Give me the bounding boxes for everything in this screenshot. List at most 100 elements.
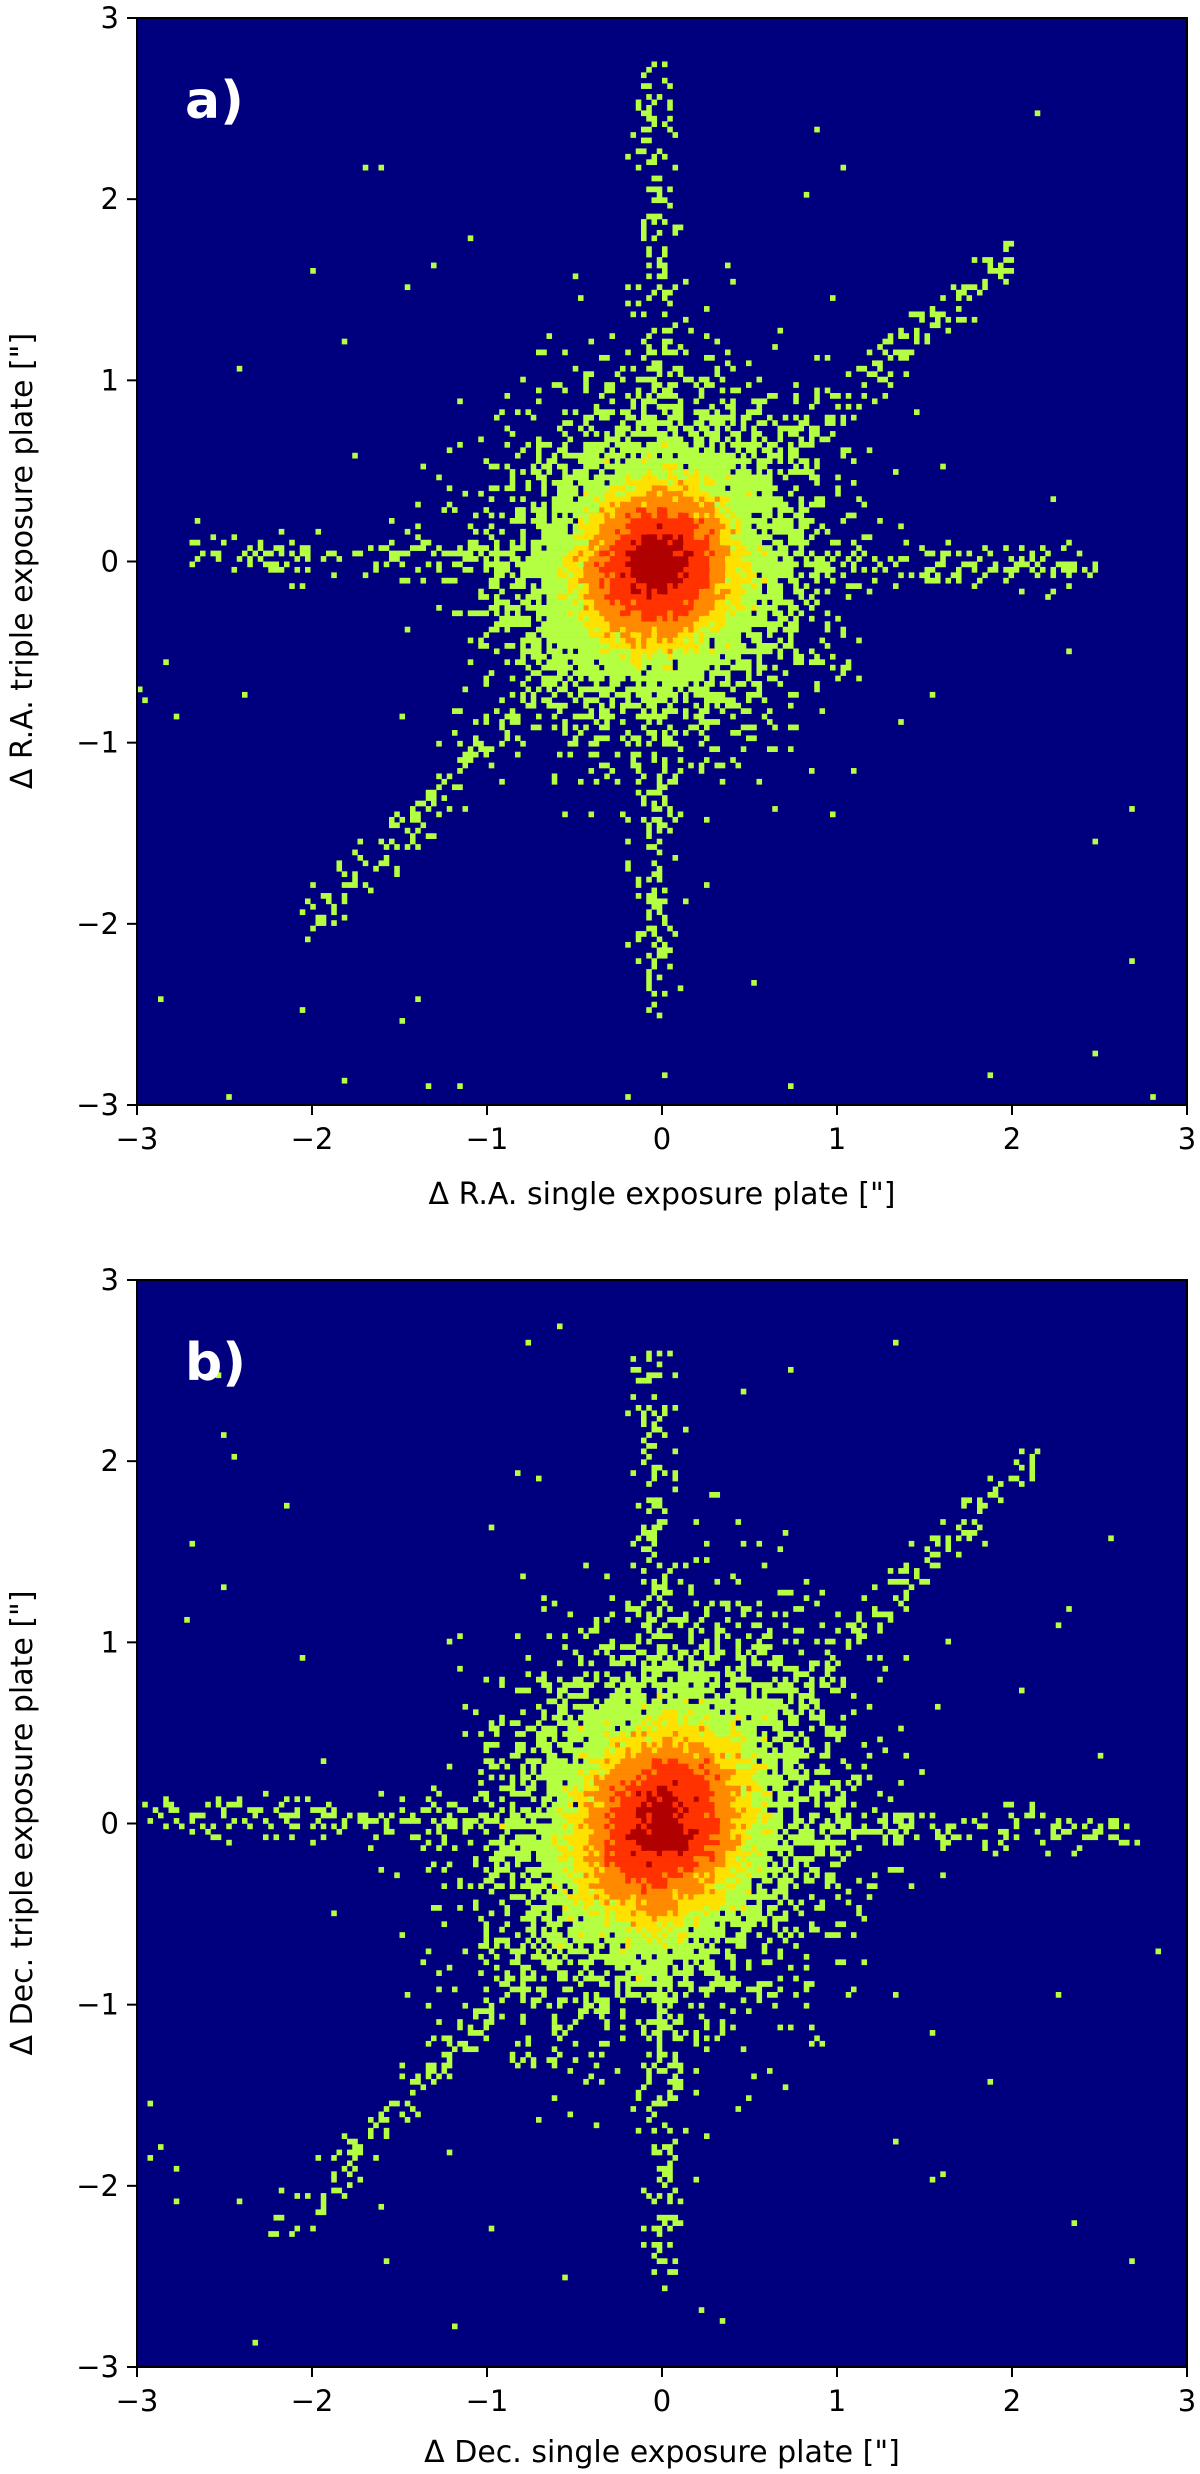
density-bin xyxy=(646,1741,652,1748)
density-bin xyxy=(709,653,715,660)
density-bin xyxy=(751,583,757,589)
density-bin xyxy=(341,871,348,878)
density-bin xyxy=(672,1703,679,1710)
density-bin xyxy=(714,1861,721,1868)
density-bin xyxy=(646,344,652,350)
density-bin xyxy=(651,1932,658,1938)
density-bin xyxy=(536,599,542,606)
density-bin xyxy=(557,507,563,513)
density-bin xyxy=(772,452,778,459)
density-bin xyxy=(662,219,668,225)
density-bin xyxy=(651,941,658,948)
density-bin xyxy=(635,441,642,448)
density-bin xyxy=(646,604,652,611)
density-bin xyxy=(641,594,647,600)
density-bin xyxy=(677,1807,684,1813)
density-bin xyxy=(541,479,547,486)
density-bin xyxy=(641,1888,647,1895)
density-bin xyxy=(646,583,652,589)
density-bin xyxy=(767,523,773,530)
density-bin xyxy=(578,621,584,628)
density-bin xyxy=(646,876,652,883)
density-bin xyxy=(425,561,432,568)
density-bin xyxy=(646,822,652,829)
density-bin xyxy=(646,632,652,638)
density-bin xyxy=(389,822,395,829)
density-bin xyxy=(824,626,831,633)
density-bin xyxy=(956,577,962,584)
density-bin xyxy=(599,539,605,546)
density-bin xyxy=(735,621,742,628)
density-bin xyxy=(693,675,700,682)
density-bin xyxy=(604,599,610,606)
density-bin xyxy=(604,1709,610,1716)
density-bin xyxy=(693,1703,700,1710)
density-bin xyxy=(530,469,537,475)
density-bin xyxy=(635,1796,642,1803)
density-bin xyxy=(740,566,747,573)
density-bin xyxy=(756,566,763,573)
density-bin xyxy=(635,300,642,307)
density-bin xyxy=(541,349,547,356)
density-bin xyxy=(725,697,731,704)
density-bin xyxy=(625,284,631,291)
density-bin xyxy=(704,1758,710,1765)
density-bin xyxy=(305,545,311,551)
density-bin xyxy=(730,713,736,720)
density-bin xyxy=(331,920,337,926)
density-bin xyxy=(656,1785,663,1792)
density-bin xyxy=(735,507,742,513)
density-bin xyxy=(740,1823,747,1830)
density-bin xyxy=(357,838,364,845)
density-bin xyxy=(620,1910,626,1917)
density-bin xyxy=(593,474,600,481)
density-bin xyxy=(740,724,747,731)
density-bin xyxy=(604,501,610,508)
density-bin xyxy=(546,1932,553,1938)
density-bin xyxy=(620,376,626,383)
density-bin xyxy=(719,632,726,638)
density-bin xyxy=(630,1845,637,1851)
density-bin xyxy=(599,691,605,698)
density-bin xyxy=(693,599,700,606)
density-bin xyxy=(693,1769,700,1775)
density-bin xyxy=(672,637,679,644)
density-bin xyxy=(247,561,253,568)
density-bin xyxy=(593,1807,600,1813)
density-bin xyxy=(835,550,841,557)
density-bin xyxy=(656,2013,663,2020)
density-bin xyxy=(415,844,421,850)
density-bin xyxy=(662,1801,668,1808)
density-bin xyxy=(599,1807,605,1813)
density-bin xyxy=(866,371,873,378)
density-bin xyxy=(761,664,768,671)
density-bin xyxy=(656,1856,663,1862)
density-bin xyxy=(551,594,558,600)
density-bin xyxy=(740,708,747,714)
density-bin xyxy=(572,507,579,513)
density-bin xyxy=(698,648,705,655)
density-bin xyxy=(1066,648,1072,655)
density-bin xyxy=(903,354,910,361)
density-bin xyxy=(609,501,616,508)
density-bin xyxy=(572,670,579,676)
density-bin xyxy=(693,501,700,508)
density-bin xyxy=(746,1780,752,1786)
density-bin xyxy=(656,229,663,236)
density-bin xyxy=(735,1823,742,1830)
density-bin xyxy=(772,496,778,503)
density-bin xyxy=(651,604,658,611)
density-bin xyxy=(735,1828,742,1835)
density-bin xyxy=(935,311,941,318)
density-bin xyxy=(662,556,668,562)
density-bin xyxy=(656,604,663,611)
density-bin xyxy=(751,490,757,497)
density-bin xyxy=(646,485,652,492)
density-bin xyxy=(709,1943,715,1949)
density-bin xyxy=(877,518,883,524)
density-bin xyxy=(593,1818,600,1824)
density-bin xyxy=(530,501,537,508)
density-bin xyxy=(704,702,710,709)
density-bin xyxy=(583,686,589,693)
density-bin xyxy=(656,1905,663,1911)
